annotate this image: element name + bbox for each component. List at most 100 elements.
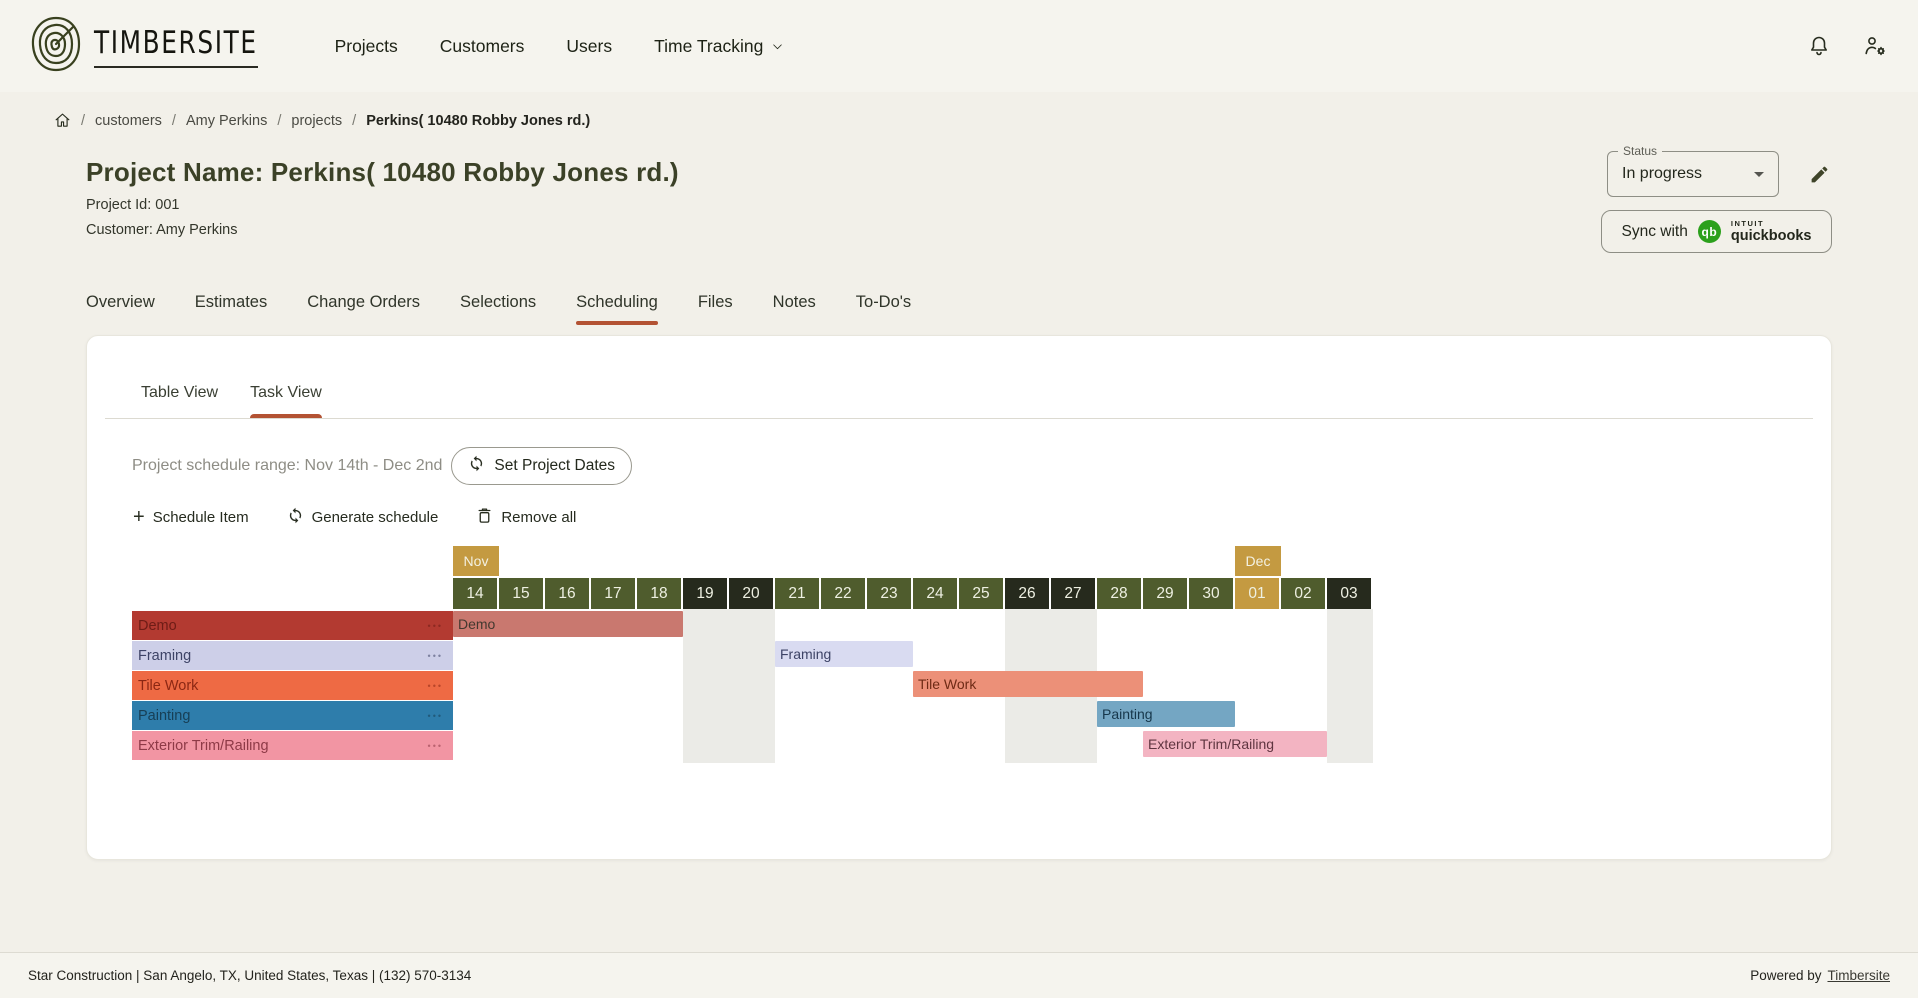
project-id: Project Id: 001: [86, 197, 180, 213]
task-name: Exterior Trim/Railing: [138, 737, 269, 754]
plus-icon: +: [133, 506, 145, 528]
quickbooks-wordmark: INTUIT quickbooks: [1730, 219, 1812, 244]
edit-status-button[interactable]: [1807, 162, 1832, 187]
task-label-row: Painting •••: [132, 701, 453, 730]
tree-rings-icon: [28, 14, 84, 79]
set-project-dates-button[interactable]: Set Project Dates: [451, 447, 633, 485]
gantt-bar-row: Framing: [453, 639, 1373, 669]
month-badge-nov: Nov: [453, 546, 499, 576]
date-cell-14: 14: [453, 578, 499, 609]
date-cell-26: 26: [1005, 578, 1051, 609]
date-cell-27: 27: [1051, 578, 1097, 609]
date-cell-25: 25: [959, 578, 1005, 609]
date-cell-20: 20: [729, 578, 775, 609]
tab-files[interactable]: Files: [697, 293, 733, 311]
status-select[interactable]: Status In progress: [1607, 144, 1779, 197]
nav-item-projects[interactable]: Projects: [334, 35, 398, 56]
breadcrumb-item[interactable]: customers: [95, 112, 162, 129]
brand-wordmark: TIMBERSITE: [94, 25, 258, 68]
gantt-bar-row: Demo: [453, 609, 1373, 639]
nav-item-customers[interactable]: Customers: [439, 35, 525, 56]
remove-all-button[interactable]: Remove all: [472, 502, 580, 532]
breadcrumb-item: Perkins( 10480 Robby Jones rd.): [366, 112, 591, 129]
breadcrumb-separator: /: [277, 112, 282, 129]
project-info: Project Name: Perkins( 10480 Robby Jones…: [86, 157, 679, 238]
date-cell-19: 19: [683, 578, 729, 609]
task-label-row: Framing •••: [132, 641, 453, 670]
sync-icon: [468, 455, 485, 477]
date-cell-01: 01: [1235, 578, 1281, 609]
more-options-icon[interactable]: •••: [427, 740, 443, 751]
view-tabs: Table View Task View: [105, 336, 1813, 419]
account-settings-button[interactable]: [1861, 32, 1890, 60]
sync-quickbooks-button[interactable]: Sync with qb INTUIT quickbooks: [1601, 210, 1832, 253]
task-bar-painting[interactable]: Painting: [1097, 701, 1235, 727]
nav-item-time-tracking[interactable]: Time Tracking: [654, 36, 784, 57]
project-tabs: Overview Estimates Change Orders Selections…: [86, 293, 1832, 325]
generate-schedule-button[interactable]: Generate schedule: [283, 503, 443, 532]
set-project-dates-label: Set Project Dates: [494, 457, 616, 474]
view-tab-task-view[interactable]: Task View: [250, 384, 322, 418]
top-navigation: TIMBERSITE Projects Customers Users Time Tr…: [0, 0, 1918, 92]
breadcrumb-item[interactable]: projects: [291, 112, 343, 129]
timbersite-logo[interactable]: TIMBERSITE: [28, 14, 299, 79]
tab-scheduling[interactable]: Scheduling: [576, 293, 658, 325]
powered-by-label: Powered by: [1750, 968, 1822, 983]
timbersite-footer-link[interactable]: Timbersite: [1827, 968, 1890, 983]
sync-icon: [287, 507, 304, 528]
date-cell-23: 23: [867, 578, 913, 609]
date-cell-22: 22: [821, 578, 867, 609]
status-select-label: Status: [1618, 144, 1663, 158]
gantt-bar-row: Painting: [453, 699, 1373, 729]
date-cell-02: 02: [1281, 578, 1327, 609]
tab-overview[interactable]: Overview: [86, 293, 155, 311]
date-cell-21: 21: [775, 578, 821, 609]
date-cell-15: 15: [499, 578, 545, 609]
gantt-bar-row: Tile Work: [453, 669, 1373, 699]
tab-notes[interactable]: Notes: [772, 293, 816, 311]
nav-item-users[interactable]: Users: [566, 35, 613, 56]
more-options-icon[interactable]: •••: [427, 710, 443, 721]
tab-change-orders[interactable]: Change Orders: [307, 293, 421, 311]
date-cell-30: 30: [1189, 578, 1235, 609]
breadcrumb-separator: /: [171, 112, 176, 129]
primary-nav: Projects Customers Users Time Tracking: [335, 36, 785, 57]
notifications-button[interactable]: [1805, 32, 1833, 60]
weekend-column: [683, 609, 729, 763]
tab-selections[interactable]: Selections: [460, 293, 537, 311]
user-gear-icon: [1863, 37, 1888, 61]
date-cell-29: 29: [1143, 578, 1189, 609]
schedule-range-text: Project schedule range: Nov 14th - Dec 2…: [132, 457, 443, 474]
task-bar-demo[interactable]: Demo: [453, 611, 683, 637]
breadcrumb-item[interactable]: Amy Perkins: [185, 112, 268, 129]
home-icon[interactable]: [54, 112, 71, 129]
footer: Star Construction | San Angelo, TX, Unit…: [0, 952, 1918, 998]
gantt-chart: Demo ••• Framing ••• Tile Work ••• Painting •••…: [132, 546, 1831, 763]
task-bar-framing[interactable]: Framing: [775, 641, 913, 667]
more-options-icon[interactable]: •••: [427, 680, 443, 691]
tab-to-do-s[interactable]: To-Do's: [855, 293, 912, 311]
status-select-value: In progress: [1622, 165, 1703, 182]
date-cell-28: 28: [1097, 578, 1143, 609]
task-label-row: Tile Work •••: [132, 671, 453, 700]
bell-icon: [1807, 36, 1831, 61]
month-badge-dec: Dec: [1235, 546, 1281, 576]
sync-prefix-label: Sync with: [1621, 222, 1688, 240]
breadcrumb-separator: /: [81, 112, 86, 129]
more-options-icon[interactable]: •••: [427, 650, 443, 661]
page-title: Project Name: Perkins( 10480 Robby Jones…: [86, 157, 679, 187]
task-bar-exterior-trim-railing[interactable]: Exterior Trim/Railing: [1143, 731, 1327, 757]
view-tab-table-view[interactable]: Table View: [141, 384, 219, 401]
schedule-item-button[interactable]: + Schedule Item: [129, 505, 253, 530]
breadcrumb: / customers / Amy Perkins / projects / Perkins(…: [0, 92, 1918, 129]
date-cell-24: 24: [913, 578, 959, 609]
task-name: Framing: [138, 647, 192, 664]
task-bar-tile-work[interactable]: Tile Work: [913, 671, 1143, 697]
task-name: Tile Work: [138, 677, 199, 694]
task-label-row: Exterior Trim/Railing •••: [132, 731, 453, 760]
pencil-icon: [1809, 166, 1830, 188]
scheduling-card: Table View Task View Project schedule ran…: [86, 335, 1832, 860]
date-cell-03: 03: [1327, 578, 1373, 609]
more-options-icon[interactable]: •••: [427, 620, 443, 631]
tab-estimates[interactable]: Estimates: [194, 293, 268, 311]
